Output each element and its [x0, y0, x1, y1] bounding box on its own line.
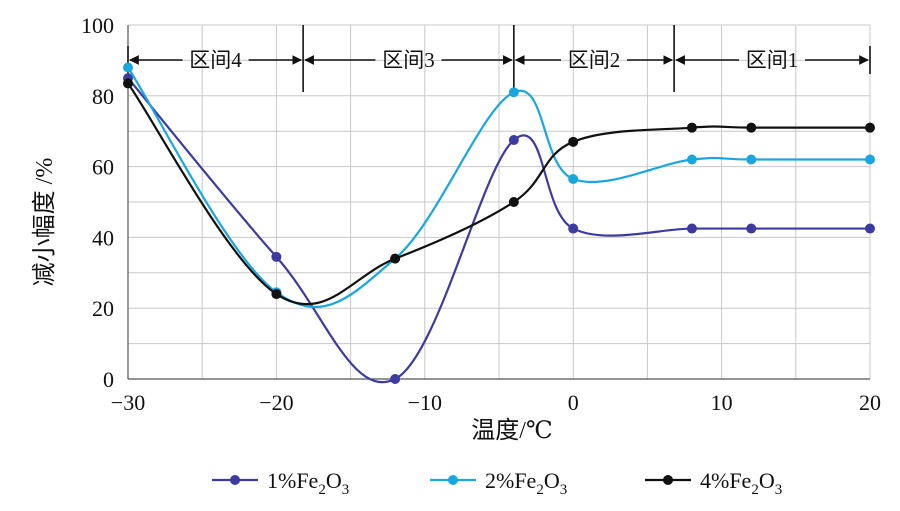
y-tick-label: 60	[92, 155, 114, 180]
y-tick-label: 40	[92, 225, 114, 250]
legend-label-2: 2%Fe2O3	[485, 468, 567, 498]
series-3-point	[271, 289, 282, 300]
series-1-point	[568, 223, 579, 234]
series-3-point	[123, 78, 133, 89]
y-axis-title: 减小幅度 /%	[31, 158, 58, 287]
series-2-point	[568, 173, 579, 184]
series-2-point	[123, 62, 133, 73]
series-2-point	[746, 154, 757, 165]
series-1-point	[271, 251, 282, 262]
legend-marker-1	[230, 475, 240, 485]
series-2-point	[508, 87, 519, 98]
legend-label-3: 4%Fe2O3	[700, 468, 782, 498]
series-1-point	[746, 223, 757, 234]
zone-label-4: 区间4	[189, 48, 242, 72]
y-tick-label: 0	[103, 367, 114, 392]
series-3-point	[568, 136, 579, 147]
zone-label-2: 区间2	[568, 48, 621, 72]
x-tick-label: 0	[568, 390, 579, 415]
series-3-point	[865, 122, 875, 133]
series-1-point	[686, 223, 697, 234]
y-tick-label: 80	[92, 84, 114, 109]
zone-annotations: 区间4 区间3 区间2 区间1	[127, 25, 871, 92]
series-3-point	[390, 253, 401, 264]
grid	[127, 24, 871, 380]
x-axis-title: 温度/℃	[471, 417, 553, 444]
series-1-point	[390, 374, 401, 384]
series-3-point	[686, 122, 697, 133]
series-3-point	[746, 122, 757, 133]
y-tick-label: 20	[92, 296, 114, 321]
legend-marker-2	[448, 475, 458, 485]
x-tick-label: 10	[711, 390, 733, 415]
axes: −30 −20 −10 0 10 20 0 20 40 60 80 100	[81, 13, 881, 415]
zone-label-1: 区间1	[746, 48, 799, 72]
series-2-point	[865, 154, 875, 165]
legend-marker-3	[663, 475, 673, 485]
series	[123, 62, 875, 384]
series-2-point	[686, 154, 697, 165]
x-tick-label: −20	[259, 390, 293, 415]
legend-label-1: 1%Fe2O3	[267, 468, 349, 498]
x-tick-label: −30	[111, 390, 145, 415]
series-1-point	[508, 135, 519, 146]
zone-label-3: 区间3	[382, 48, 435, 72]
series-1-point	[865, 223, 875, 234]
x-tick-label: −10	[408, 390, 442, 415]
legend: 1%Fe2O3 2%Fe2O3 4%Fe2O3	[212, 468, 782, 498]
x-tick-label: 20	[859, 390, 881, 415]
y-tick-label: 100	[81, 13, 114, 38]
series-3-point	[508, 197, 519, 207]
